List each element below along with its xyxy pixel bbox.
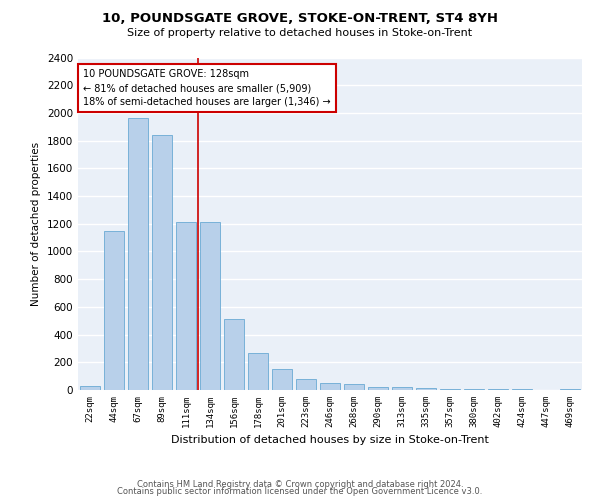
Bar — [224, 318, 244, 390]
Bar — [392, 387, 412, 390]
Bar — [464, 389, 484, 390]
Bar — [344, 384, 364, 390]
Bar — [440, 388, 460, 390]
Bar — [296, 379, 316, 390]
Bar — [152, 135, 172, 390]
Text: 10 POUNDSGATE GROVE: 128sqm
← 81% of detached houses are smaller (5,909)
18% of : 10 POUNDSGATE GROVE: 128sqm ← 81% of det… — [83, 69, 331, 107]
Bar — [368, 386, 388, 390]
Bar — [176, 222, 196, 390]
Bar — [200, 222, 220, 390]
Bar — [128, 118, 148, 390]
Bar — [248, 354, 268, 390]
Bar — [272, 368, 292, 390]
Bar — [320, 383, 340, 390]
Bar — [80, 386, 100, 390]
Text: Contains HM Land Registry data © Crown copyright and database right 2024.: Contains HM Land Registry data © Crown c… — [137, 480, 463, 489]
Bar — [416, 388, 436, 390]
Text: Contains public sector information licensed under the Open Government Licence v3: Contains public sector information licen… — [118, 487, 482, 496]
Text: 10, POUNDSGATE GROVE, STOKE-ON-TRENT, ST4 8YH: 10, POUNDSGATE GROVE, STOKE-ON-TRENT, ST… — [102, 12, 498, 26]
Bar — [104, 230, 124, 390]
Bar — [488, 389, 508, 390]
Y-axis label: Number of detached properties: Number of detached properties — [31, 142, 41, 306]
X-axis label: Distribution of detached houses by size in Stoke-on-Trent: Distribution of detached houses by size … — [171, 436, 489, 446]
Text: Size of property relative to detached houses in Stoke-on-Trent: Size of property relative to detached ho… — [127, 28, 473, 38]
